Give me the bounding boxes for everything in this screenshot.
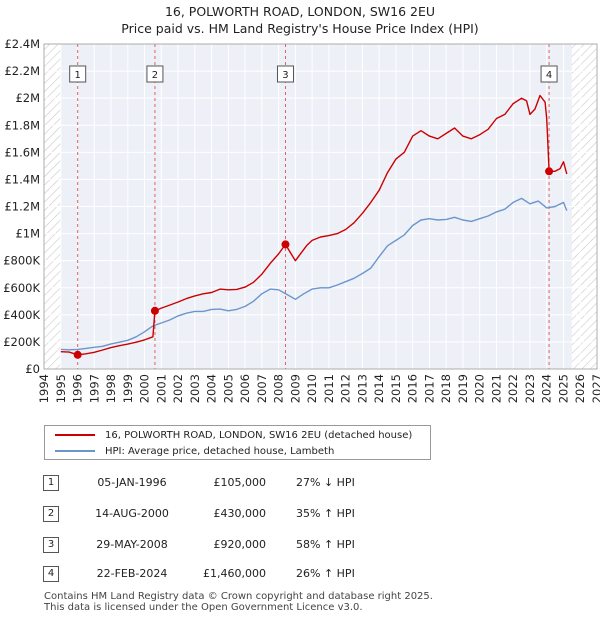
- x-tick-label: 1997: [87, 374, 101, 403]
- x-tick-label: 2013: [355, 374, 369, 403]
- y-tick-label: £800K: [3, 254, 40, 268]
- transaction-hpi: 58% ↑ HPI: [296, 538, 355, 551]
- series-line-property: [60, 94, 568, 356]
- x-tick-label: 2026: [573, 374, 587, 403]
- x-tick-label: 2021: [489, 374, 503, 403]
- transaction-row: 3 29-MAY-2008 £920,000 58% ↑ HPI: [0, 535, 600, 555]
- x-tick-label: 2017: [422, 374, 436, 403]
- legend-swatch-property: [55, 434, 95, 436]
- x-tick-label: 2001: [154, 374, 168, 403]
- sale-label-box: [540, 65, 558, 83]
- y-tick-label: £1M: [15, 227, 40, 241]
- x-tick-label: 2009: [288, 374, 302, 403]
- x-tick-label: 1999: [121, 374, 135, 403]
- sale-label-number: 3: [282, 70, 288, 81]
- transaction-date: 22-FEB-2024: [96, 567, 168, 580]
- sale-label-box: [146, 65, 164, 83]
- legend-item-hpi: HPI: Average price, detached house, Lamb…: [55, 444, 334, 460]
- price-chart: £0 £200K £400K £600K £800K £1M £1.2M £1.4M £1.6M…: [3, 37, 600, 403]
- x-tick-label: 2003: [188, 374, 202, 403]
- transaction-hpi: 35% ↑ HPI: [296, 507, 355, 520]
- x-tick-label: 2020: [473, 374, 487, 403]
- x-tick-label: 2024: [540, 374, 554, 403]
- sale-point: [73, 350, 82, 359]
- x-tick-label: 1996: [71, 374, 85, 403]
- legend-item-property: 16, POLWORTH ROAD, LONDON, SW16 2EU (det…: [55, 428, 412, 444]
- chart-title: 16, POLWORTH ROAD, LONDON, SW16 2EU Pric…: [0, 3, 600, 37]
- y-tick-label: £1.2M: [4, 200, 40, 214]
- x-tick-label: 2019: [456, 374, 470, 403]
- x-tick-label: 2025: [556, 374, 570, 403]
- series-line-hpi: [60, 197, 568, 351]
- x-tick-label: 2005: [221, 374, 235, 403]
- y-tick-label: £400K: [3, 308, 40, 322]
- transaction-number: 3: [43, 537, 59, 553]
- x-tick-label: 2007: [255, 374, 269, 403]
- legend: 16, POLWORTH ROAD, LONDON, SW16 2EU (det…: [44, 425, 431, 460]
- y-tick-label: £0: [25, 362, 40, 376]
- chart-title-line1: 16, POLWORTH ROAD, LONDON, SW16 2EU: [164, 4, 436, 19]
- legend-label-property: 16, POLWORTH ROAD, LONDON, SW16 2EU (det…: [105, 430, 413, 441]
- transaction-row: 4 22-FEB-2024 £1,460,000 26% ↑ HPI: [0, 564, 600, 584]
- transaction-row: 1 05-JAN-1996 £105,000 27% ↓ HPI: [0, 473, 600, 493]
- plot-border: [43, 43, 598, 370]
- y-tick-label: £2.4M: [4, 37, 40, 51]
- footer-license: Contains HM Land Registry data © Crown c…: [44, 591, 433, 613]
- x-tick-label: 2016: [406, 374, 420, 403]
- sale-point: [281, 240, 290, 249]
- transaction-number: 1: [43, 475, 59, 491]
- sale-point: [545, 167, 554, 176]
- y-tick-label: £200K: [3, 335, 40, 349]
- y-tick-label: £1.4M: [4, 172, 40, 186]
- transaction-hpi: 27% ↓ HPI: [296, 476, 355, 489]
- transaction-price: £430,000: [213, 507, 267, 520]
- x-tick-label: 1994: [37, 374, 51, 403]
- x-tick-label: 2004: [205, 374, 219, 403]
- sale-label-box: [69, 65, 87, 83]
- transaction-date: 05-JAN-1996: [97, 476, 167, 489]
- x-tick-label: 2012: [339, 374, 353, 403]
- x-tick-label: 2022: [506, 374, 520, 403]
- x-tick-label: 2015: [389, 374, 403, 403]
- x-tick-label: 1995: [54, 374, 68, 403]
- transaction-price: £920,000: [213, 538, 267, 551]
- transaction-number: 2: [43, 506, 59, 522]
- x-tick-label: 2011: [322, 374, 336, 403]
- y-tick-label: £2.2M: [4, 64, 40, 78]
- transaction-row: 2 14-AUG-2000 £430,000 35% ↑ HPI: [0, 504, 600, 524]
- transaction-price: £105,000: [213, 476, 267, 489]
- y-tick-label: £600K: [3, 281, 40, 295]
- x-tick-label: 2027: [590, 374, 600, 403]
- transaction-price: £1,460,000: [203, 567, 266, 580]
- x-tick-label: 2000: [138, 374, 152, 403]
- sale-label-number: 2: [152, 70, 158, 81]
- legend-swatch-hpi: [55, 450, 95, 452]
- x-tick-label: 2006: [238, 374, 252, 403]
- x-tick-label: 2023: [523, 374, 537, 403]
- legend-label-hpi: HPI: Average price, detached house, Lamb…: [105, 446, 335, 457]
- y-tick-label: £1.6M: [4, 145, 40, 159]
- transaction-date: 14-AUG-2000: [95, 507, 169, 520]
- sale-label-number: 1: [74, 70, 80, 81]
- sale-label-box: [276, 65, 294, 83]
- x-tick-label: 2018: [439, 374, 453, 403]
- transaction-date: 29-MAY-2008: [96, 538, 168, 551]
- x-tick-label: 2008: [272, 374, 286, 403]
- x-tick-label: 2002: [171, 374, 185, 403]
- y-tick-label: £1.8M: [4, 118, 40, 132]
- chart-title-line2: Price paid vs. HM Land Registry's House …: [121, 21, 479, 36]
- x-tick-label: 2014: [372, 374, 386, 403]
- sale-label-number: 4: [546, 70, 552, 81]
- sale-point: [150, 306, 159, 315]
- y-tick-label: £2M: [15, 91, 40, 105]
- x-tick-label: 2010: [305, 374, 319, 403]
- transaction-hpi: 26% ↑ HPI: [296, 567, 355, 580]
- transaction-number: 4: [43, 566, 59, 582]
- x-tick-label: 1998: [104, 374, 118, 403]
